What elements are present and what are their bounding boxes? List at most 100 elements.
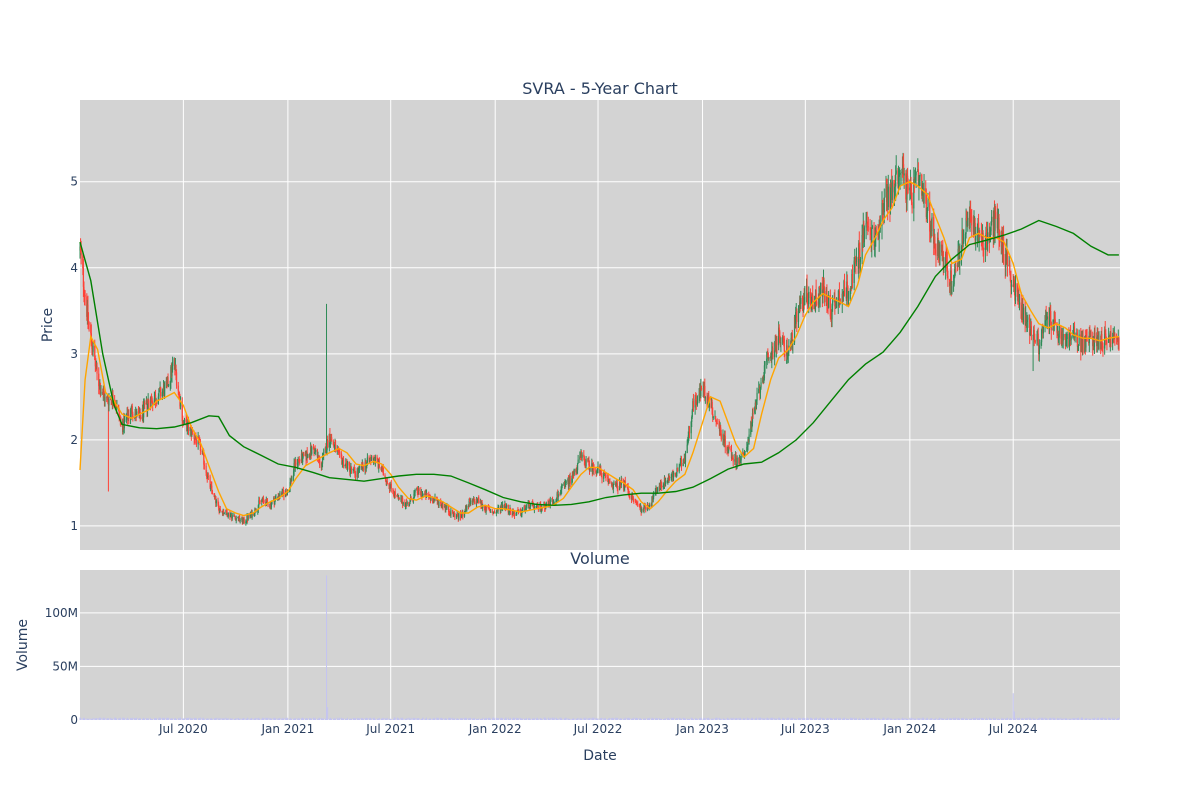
candle-body <box>798 307 800 310</box>
candle-body <box>255 511 257 513</box>
candle-body <box>462 511 464 517</box>
candle-body <box>258 500 261 502</box>
candle-body <box>641 509 643 513</box>
candle-body <box>495 512 497 514</box>
candle-body <box>505 504 508 508</box>
candle-body <box>472 500 474 503</box>
candle-body <box>671 474 673 478</box>
candle-body <box>183 419 186 423</box>
candle-body <box>1105 333 1107 338</box>
candle-body <box>524 508 526 511</box>
candle-body <box>195 439 198 445</box>
price-y-axis-label: Price <box>40 308 56 342</box>
candle-body <box>942 250 944 252</box>
candle-body <box>787 354 789 359</box>
candle-body <box>568 480 570 486</box>
candle-body <box>115 405 117 407</box>
candle-body <box>266 499 269 503</box>
candle-body <box>974 222 976 241</box>
candle-body <box>632 495 634 497</box>
candle-body <box>374 456 376 462</box>
candle-body <box>763 378 765 384</box>
candle-body <box>706 397 708 405</box>
candle-body <box>861 234 863 259</box>
candle-body <box>674 472 676 475</box>
candle-body <box>1002 234 1005 255</box>
candle-body <box>1034 339 1036 341</box>
candle-body <box>104 397 106 402</box>
x-tick-labels: Jul 2020 Jan 2021 Jul 2021 Jan 2022 Jul 2022… <box>158 722 1038 736</box>
candle-body <box>1025 315 1027 324</box>
candle-body <box>452 509 454 514</box>
candle-body <box>694 398 696 408</box>
candle-body <box>666 480 668 482</box>
candle-body <box>847 286 849 300</box>
candle-body <box>515 512 517 516</box>
candle-body <box>869 227 871 231</box>
candle-body <box>245 521 247 523</box>
candle-body <box>87 320 90 323</box>
price-chart-title: SVRA - 5-Year Chart <box>522 79 677 98</box>
candle-body <box>881 202 883 226</box>
volume-y-tick-labels: 0 50M 100M <box>45 606 78 727</box>
candle-body <box>581 454 583 458</box>
candle-body <box>672 472 675 478</box>
candle-body <box>215 496 217 504</box>
candle-body <box>1062 333 1064 341</box>
candle-body <box>767 356 770 359</box>
volume-y-axis-label: Volume <box>15 619 31 671</box>
candle-body <box>211 490 213 495</box>
candle-body <box>362 467 365 471</box>
candle-body <box>88 322 90 325</box>
candle-body <box>84 294 86 297</box>
candle-body <box>315 450 317 452</box>
candle-body <box>584 460 586 466</box>
candle-body <box>295 459 297 465</box>
candle-body <box>1116 338 1118 340</box>
candle-body <box>402 498 404 505</box>
candle-body <box>708 403 710 408</box>
candle-body <box>608 479 610 481</box>
candle-body <box>906 175 908 200</box>
candle-body <box>828 294 830 308</box>
x-tick-label: Jul 2020 <box>158 722 208 736</box>
candle-body <box>583 454 585 457</box>
candle-body <box>758 388 760 393</box>
candle-body <box>766 358 768 362</box>
candle-body <box>994 211 996 231</box>
candle-body <box>747 441 749 447</box>
candle-body <box>508 511 511 513</box>
candle-body <box>962 230 964 244</box>
candle-body <box>637 503 639 506</box>
candle-body <box>1058 326 1060 338</box>
candle-body <box>847 299 850 300</box>
candle-body <box>177 385 179 391</box>
candle-body <box>226 512 228 517</box>
candle-body <box>711 402 713 414</box>
candle-body <box>903 173 905 176</box>
candle-body <box>134 413 136 418</box>
candle-body <box>185 419 187 422</box>
candle-body <box>787 351 789 355</box>
candle-body <box>611 483 613 486</box>
candle-body <box>730 449 733 459</box>
candle-body <box>796 311 798 322</box>
candle-body <box>791 332 793 345</box>
candle-body <box>678 467 680 472</box>
candle-body <box>389 485 391 490</box>
candle-body <box>144 402 146 405</box>
candle-body <box>616 483 618 489</box>
candle-body <box>417 488 420 495</box>
candle-body <box>659 482 662 489</box>
candle-body <box>521 510 524 512</box>
candle-body <box>608 479 610 483</box>
candle-body <box>207 476 209 477</box>
candle-body <box>205 465 207 473</box>
candle-body <box>1018 297 1020 305</box>
candle-body <box>680 459 683 467</box>
candle-body <box>484 507 486 511</box>
candle-body <box>1032 334 1034 336</box>
candle-body <box>150 397 152 408</box>
candle-body <box>1042 326 1044 334</box>
